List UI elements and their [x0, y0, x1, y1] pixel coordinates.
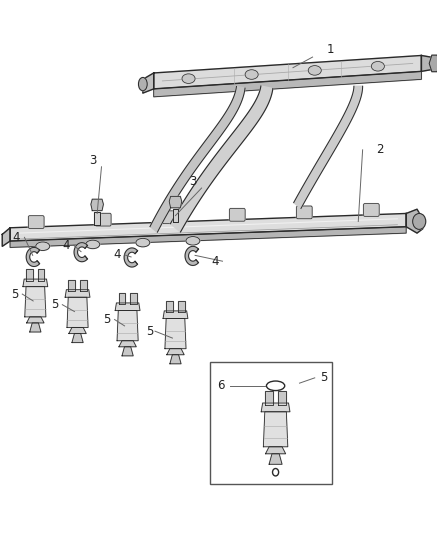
Ellipse shape — [136, 238, 150, 247]
Polygon shape — [124, 248, 138, 267]
Polygon shape — [67, 297, 88, 327]
Polygon shape — [91, 199, 103, 211]
Text: 4: 4 — [62, 239, 70, 252]
Polygon shape — [119, 293, 125, 304]
Polygon shape — [421, 55, 438, 71]
Text: 5: 5 — [11, 288, 18, 301]
Polygon shape — [170, 86, 273, 232]
Text: 1: 1 — [326, 43, 334, 55]
FancyBboxPatch shape — [162, 211, 178, 224]
Polygon shape — [166, 301, 173, 312]
Polygon shape — [69, 327, 86, 334]
Polygon shape — [263, 412, 288, 447]
Polygon shape — [122, 347, 133, 356]
Polygon shape — [154, 55, 421, 89]
Polygon shape — [173, 209, 178, 222]
FancyBboxPatch shape — [364, 204, 379, 216]
Polygon shape — [167, 349, 184, 355]
Polygon shape — [94, 212, 100, 224]
Ellipse shape — [86, 240, 100, 249]
Polygon shape — [178, 301, 184, 312]
Polygon shape — [25, 287, 46, 317]
Polygon shape — [406, 209, 423, 233]
Polygon shape — [170, 355, 181, 364]
Text: 5: 5 — [103, 313, 110, 326]
Polygon shape — [429, 55, 438, 72]
Polygon shape — [169, 196, 182, 208]
Polygon shape — [26, 269, 33, 280]
Text: 5: 5 — [146, 325, 153, 338]
Polygon shape — [163, 311, 188, 318]
Polygon shape — [265, 447, 286, 454]
FancyBboxPatch shape — [95, 213, 111, 226]
FancyBboxPatch shape — [230, 208, 245, 221]
Polygon shape — [154, 71, 421, 97]
Ellipse shape — [138, 77, 147, 91]
Text: 5: 5 — [51, 298, 58, 311]
Ellipse shape — [371, 61, 385, 71]
FancyBboxPatch shape — [28, 216, 44, 229]
Polygon shape — [26, 247, 39, 266]
Ellipse shape — [36, 242, 49, 251]
Polygon shape — [30, 323, 41, 332]
Text: 6: 6 — [217, 379, 225, 392]
Text: 4: 4 — [13, 231, 21, 244]
Polygon shape — [185, 246, 198, 265]
FancyBboxPatch shape — [297, 206, 312, 219]
Polygon shape — [143, 73, 154, 93]
Bar — [210, 362, 332, 484]
Text: 3: 3 — [89, 154, 96, 167]
Polygon shape — [38, 269, 44, 280]
Polygon shape — [80, 280, 87, 291]
Polygon shape — [130, 293, 137, 304]
Ellipse shape — [308, 66, 321, 75]
Polygon shape — [165, 318, 186, 349]
Polygon shape — [150, 86, 245, 232]
Polygon shape — [119, 341, 136, 347]
Polygon shape — [269, 454, 282, 464]
Ellipse shape — [182, 74, 195, 84]
Text: 3: 3 — [189, 175, 197, 188]
Polygon shape — [117, 311, 138, 341]
Text: 4: 4 — [211, 255, 219, 268]
Ellipse shape — [186, 237, 200, 245]
Polygon shape — [294, 86, 363, 208]
Text: 4: 4 — [113, 248, 120, 261]
Text: 5: 5 — [320, 372, 327, 384]
Polygon shape — [65, 290, 90, 297]
Ellipse shape — [245, 70, 258, 79]
Polygon shape — [265, 391, 273, 405]
Polygon shape — [279, 391, 286, 405]
Polygon shape — [115, 303, 140, 311]
Polygon shape — [261, 403, 290, 412]
Polygon shape — [27, 317, 44, 323]
Polygon shape — [23, 279, 48, 287]
Polygon shape — [10, 227, 406, 247]
Circle shape — [413, 214, 426, 229]
Polygon shape — [68, 280, 75, 291]
Polygon shape — [2, 228, 10, 246]
Polygon shape — [10, 214, 406, 241]
Polygon shape — [74, 243, 88, 262]
Text: 2: 2 — [376, 143, 384, 156]
Polygon shape — [72, 334, 83, 343]
